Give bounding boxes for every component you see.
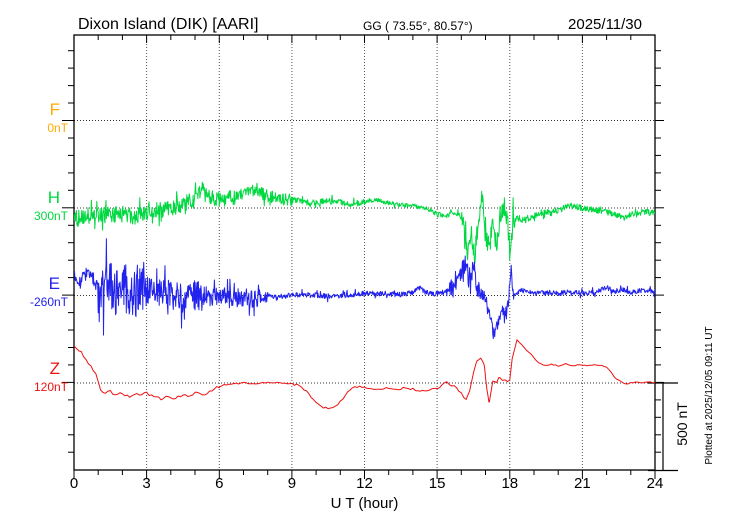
- geographic-coordinates: GG ( 73.55°, 80.57°): [363, 19, 473, 33]
- x-tick-label-24: 24: [646, 475, 664, 492]
- plot-date: 2025/11/30: [568, 16, 642, 33]
- channel-label-f: F 0nT: [0, 101, 68, 134]
- scale-bar-label: 500 nT: [674, 402, 690, 446]
- channel-letter-h: H: [47, 188, 60, 207]
- plot-timestamp-note: Plotted at 2025/12/05 09:11 UT: [704, 326, 715, 465]
- x-tick-label-3: 3: [142, 475, 151, 492]
- x-tick-label-9: 9: [287, 475, 297, 492]
- channel-label-e: E -260nT: [0, 275, 68, 308]
- channel-label-z: Z 120nT: [0, 360, 68, 393]
- channel-baseline-h: 300nT: [33, 209, 68, 223]
- channel-letter-f: F: [49, 100, 60, 119]
- x-tick-label-15: 15: [428, 475, 446, 492]
- channel-baseline-z: 120nT: [33, 380, 68, 394]
- x-tick-label-18: 18: [501, 475, 519, 492]
- channel-baseline-e: -260nT: [29, 295, 68, 309]
- channel-label-h: H 300nT: [0, 189, 68, 222]
- x-tick-label-21: 21: [574, 475, 591, 492]
- x-tick-label-6: 6: [215, 475, 224, 492]
- x-tick-label-12: 12: [356, 475, 373, 492]
- channel-letter-z: Z: [49, 359, 60, 378]
- x-tick-label-0: 0: [69, 475, 79, 492]
- channel-baseline-f: 0nT: [47, 121, 68, 135]
- x-axis-title: U T (hour): [330, 495, 399, 512]
- channel-letter-e: E: [48, 274, 60, 293]
- station-title: Dixon Island (DIK) [AARI]: [78, 16, 259, 33]
